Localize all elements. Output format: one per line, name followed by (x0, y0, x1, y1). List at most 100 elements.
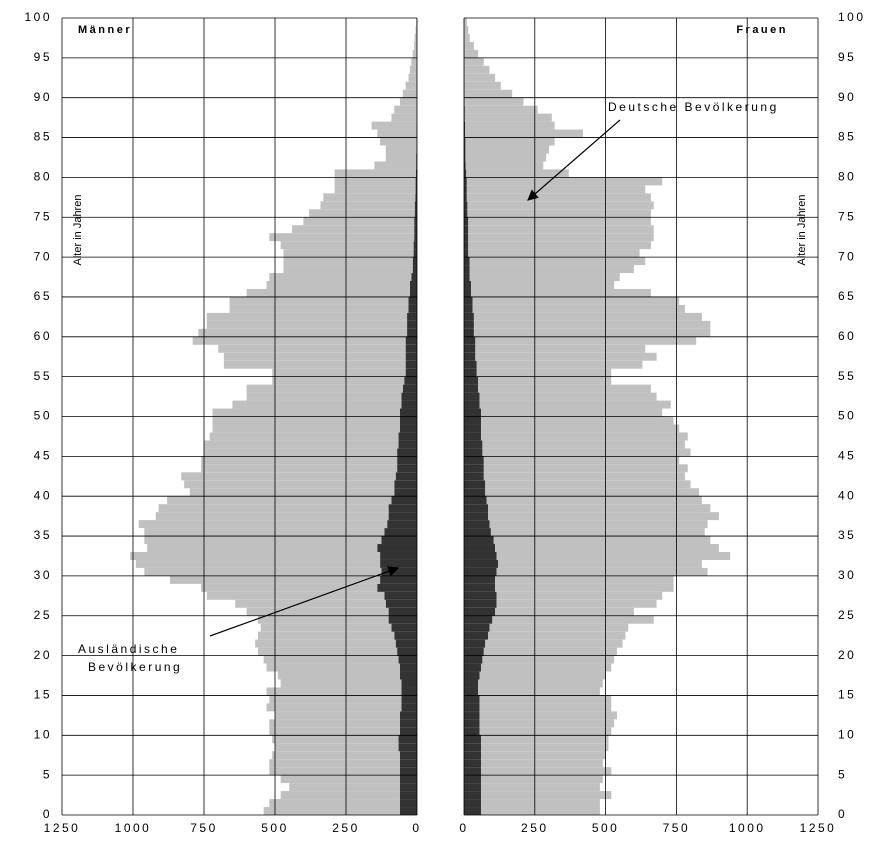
bar (198, 328, 408, 337)
bar (269, 233, 415, 242)
bar (401, 679, 417, 688)
bar (218, 344, 406, 353)
bar (263, 655, 399, 664)
bar (489, 520, 708, 529)
bar (480, 408, 663, 417)
bar (479, 703, 612, 712)
bar (283, 249, 414, 258)
bar (401, 392, 417, 401)
y-tick-label: 0 (838, 807, 847, 821)
y-tick-label: 5 (43, 767, 52, 781)
bar (465, 137, 555, 146)
bar (488, 504, 711, 513)
bar (464, 312, 474, 321)
bar (465, 121, 555, 130)
bar (479, 719, 615, 728)
bar (464, 49, 479, 58)
y-tick-label: 30 (34, 568, 52, 582)
bar (469, 265, 634, 274)
bar (269, 767, 400, 776)
bar (482, 448, 691, 457)
bar (414, 209, 417, 218)
bar (464, 767, 481, 776)
bar (144, 567, 382, 576)
bar (138, 520, 388, 529)
bar (415, 169, 417, 178)
bar (399, 663, 417, 672)
bar (488, 512, 719, 521)
bar (246, 384, 403, 393)
bar (385, 153, 417, 162)
bar (401, 703, 417, 712)
y-tick-label: 70 (34, 249, 52, 263)
y-tick-label: 100 (24, 10, 52, 24)
bar (201, 464, 398, 473)
y-tick-label: 95 (34, 50, 52, 64)
bar (464, 783, 481, 792)
x-tick-label: 500 (261, 821, 289, 835)
bar (309, 209, 415, 218)
bar (269, 759, 400, 768)
y-tick-label: 50 (838, 409, 856, 423)
bar (464, 711, 480, 720)
annotation: Deutsche Bevölkerung (608, 100, 779, 114)
bar (464, 791, 481, 800)
bar (464, 41, 474, 50)
y-tick-label: 45 (838, 449, 856, 463)
bar (464, 528, 491, 537)
bar (407, 320, 417, 329)
bar (464, 241, 469, 250)
bar (475, 344, 646, 353)
bar (277, 671, 400, 680)
bar (464, 129, 466, 138)
y-tick-label: 10 (838, 727, 856, 741)
bar (269, 695, 402, 704)
bar (280, 791, 400, 800)
bar (485, 480, 691, 489)
y-axis-label: Alter in Jahren (796, 195, 808, 266)
bar (467, 201, 654, 210)
bar (266, 703, 402, 712)
bar (464, 25, 469, 34)
bar (412, 257, 417, 266)
bar (478, 687, 600, 696)
bar (275, 743, 399, 752)
bar (380, 551, 417, 560)
bar (405, 336, 417, 345)
bar (398, 735, 417, 744)
bar (464, 520, 490, 529)
bar (464, 376, 479, 385)
bar (380, 137, 417, 146)
bar (464, 448, 483, 457)
bar (464, 591, 497, 600)
bar (464, 496, 487, 505)
bar (204, 440, 399, 449)
bar (464, 424, 481, 433)
bar (415, 25, 417, 34)
bar (398, 655, 417, 664)
bar (464, 751, 481, 760)
bar (464, 145, 466, 154)
bar (399, 727, 417, 736)
bar (480, 751, 606, 760)
bar (464, 73, 496, 82)
bar (464, 639, 486, 648)
bar (381, 567, 417, 576)
bar (407, 312, 417, 321)
bar (464, 408, 481, 417)
bar (269, 799, 400, 808)
bar (404, 376, 417, 385)
bar (416, 161, 417, 170)
y-tick-label: 95 (838, 50, 856, 64)
bar (402, 384, 417, 393)
bar (388, 504, 417, 513)
bar (415, 177, 417, 186)
bar (155, 512, 389, 521)
bar (464, 81, 501, 90)
bar (414, 33, 417, 42)
y-tick-label: 70 (838, 249, 856, 263)
bar (464, 703, 480, 712)
bar (399, 775, 417, 784)
bar (464, 344, 476, 353)
